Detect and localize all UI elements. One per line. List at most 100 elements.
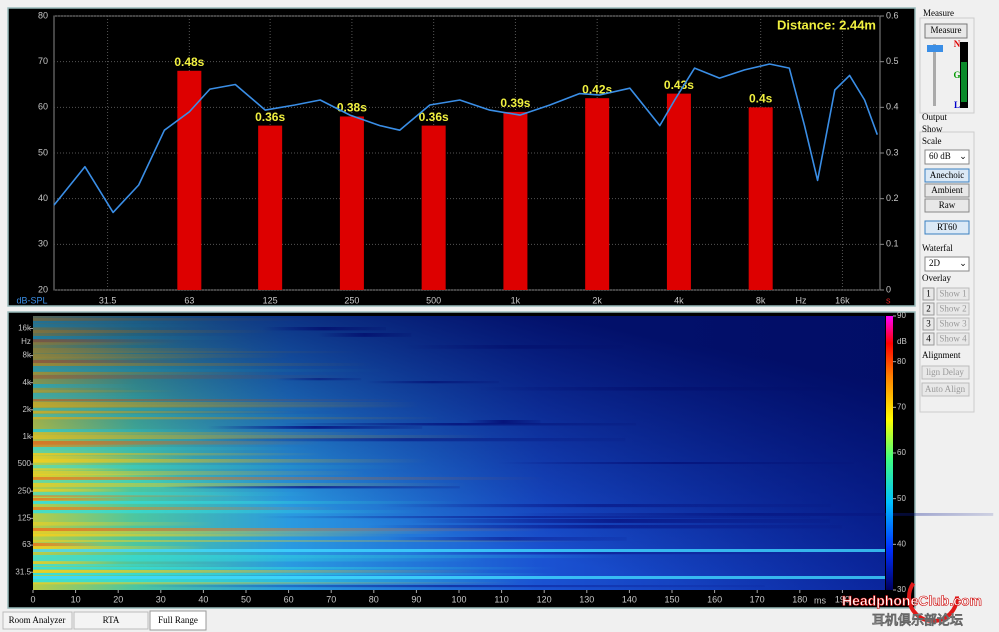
y-tick-label: 250: [18, 486, 32, 495]
x-tick-label: 10: [71, 594, 81, 604]
x-tick-label: 70: [326, 594, 336, 604]
rt60-button[interactable]: [924, 220, 970, 235]
x-unit: Hz: [796, 295, 807, 305]
y-tick-label: 4k: [23, 378, 32, 387]
rt60-bar: [666, 93, 691, 290]
tab-label: Room Analyzer: [9, 615, 66, 625]
x-tick-label: 8k: [756, 295, 766, 305]
x-tick-label: 80: [369, 594, 379, 604]
overlay-number-label: 4: [926, 334, 931, 344]
waterfall-select[interactable]: [924, 256, 970, 272]
overlay-number: [922, 317, 935, 331]
x-tick-label: 140: [622, 594, 637, 604]
rt60-bar: [748, 107, 773, 290]
rt60-chart: 20 30 40 50 60 70 80 0 0.1 0.2 0.3 0.4 0.5 0.6 31.5 63 1…: [16, 10, 898, 305]
x-tick-label: 2k: [592, 295, 602, 305]
group-box: [919, 17, 975, 114]
y2-tick-label: 0.5: [886, 56, 899, 66]
x-unit: ms: [814, 595, 826, 605]
overlay-button[interactable]: [936, 287, 970, 301]
tab[interactable]: [2, 611, 73, 630]
colorbar-tick-label: 50: [897, 494, 906, 503]
auto-align-button[interactable]: [921, 382, 970, 397]
button-label: Measure: [931, 25, 962, 35]
x-tick-label: 160: [707, 594, 722, 604]
x-tick-label: 150: [664, 594, 679, 604]
meter-label: N: [954, 39, 961, 49]
tab-label: RTA: [103, 615, 120, 625]
overlay-number-label: 2: [926, 304, 931, 314]
y2-tick-label: 0.2: [886, 193, 899, 203]
watermark-caption: 耳机俱乐部论坛: [872, 612, 963, 627]
scale-select[interactable]: [924, 149, 970, 165]
tab[interactable]: [73, 611, 149, 630]
slider-thumb[interactable]: [927, 45, 943, 52]
x-tick-label: 120: [537, 594, 552, 604]
watermark-logo-text: HeadphoneClub.com: [842, 593, 982, 609]
y-tick-label: 500: [18, 459, 32, 468]
button-label: Show 2: [939, 304, 966, 314]
ambient-button[interactable]: [924, 183, 970, 198]
scale-label: Scale: [922, 136, 942, 146]
button-label: Show 4: [939, 334, 967, 344]
meter-label: L: [954, 100, 960, 110]
bar-value-label: 0.48s: [174, 55, 204, 69]
frequency-response-line: [53, 63, 879, 214]
bar-value-label: 0.38s: [337, 101, 367, 115]
overlay-button[interactable]: [936, 317, 970, 331]
x-tick-label: 130: [579, 594, 594, 604]
measure-button[interactable]: [924, 23, 968, 39]
x-tick-label: 30: [156, 594, 166, 604]
select-value: 2D: [929, 258, 941, 268]
button-label: Anechoic: [930, 170, 964, 180]
tab-active[interactable]: [149, 610, 207, 631]
rt60-bar: [503, 111, 528, 291]
overlay-number-label: 3: [926, 319, 931, 329]
rt60-bar: [585, 98, 610, 290]
y-tick-label: 50: [38, 147, 48, 157]
y-tick-label: 30: [38, 239, 48, 249]
level-meter-fill: [961, 62, 967, 102]
overlay-number: [922, 287, 935, 301]
y2-tick-label: 0.4: [886, 102, 899, 112]
colorbar-tick-label: 80: [897, 357, 906, 366]
x-tick-label: 16k: [835, 295, 850, 305]
overlay-button[interactable]: [936, 302, 970, 316]
button-label: RT60: [937, 222, 957, 232]
align-delay-button[interactable]: [921, 365, 970, 380]
rt60-bar: [258, 125, 283, 290]
bar-value-label: 0.42s: [582, 82, 612, 96]
y2-tick-label: 0.1: [886, 239, 899, 249]
raw-button[interactable]: [924, 198, 970, 213]
y-tick-label: 40: [38, 193, 48, 203]
x-tick-label: 110: [494, 594, 508, 604]
overlay-button[interactable]: [936, 332, 970, 346]
waterfall-label: Waterfal: [922, 243, 953, 253]
anechoic-button[interactable]: [924, 168, 970, 183]
spectrogram-band: [33, 576, 885, 579]
bar-value-label: 0.36s: [255, 110, 285, 124]
x-tick-label: 4k: [674, 295, 684, 305]
sidebar: Measure Measure N G L Output Show Scale …: [919, 8, 975, 413]
group-label: Measure: [923, 8, 954, 18]
bar-value-label: 0.4s: [749, 92, 773, 106]
x-tick-label: 0: [30, 594, 35, 604]
y2-tick-label: 0.6: [886, 10, 899, 20]
colorbar: [886, 316, 893, 590]
x-tick-label: 180: [792, 594, 807, 604]
x-tick-label: 125: [263, 295, 278, 305]
rt60-bar: [339, 116, 364, 290]
y-tick-label: 16k: [18, 324, 32, 333]
overlay-list: 1 Show 1 2 Show 2 3 Show 3 4 Show 4: [922, 287, 970, 346]
button-label: Raw: [939, 200, 956, 210]
watermark-logo: [907, 571, 959, 623]
distance-annotation: Distance: 2.44m: [777, 17, 876, 32]
bar-value-label: 0.43s: [664, 78, 694, 92]
x-tick-label: 190: [835, 594, 850, 604]
meter-label: G: [953, 70, 960, 80]
y-unit: Hz: [21, 337, 31, 346]
y-tick-label: 63: [22, 540, 31, 549]
y-tick-label: 125: [18, 513, 32, 522]
group-box: [919, 131, 975, 413]
